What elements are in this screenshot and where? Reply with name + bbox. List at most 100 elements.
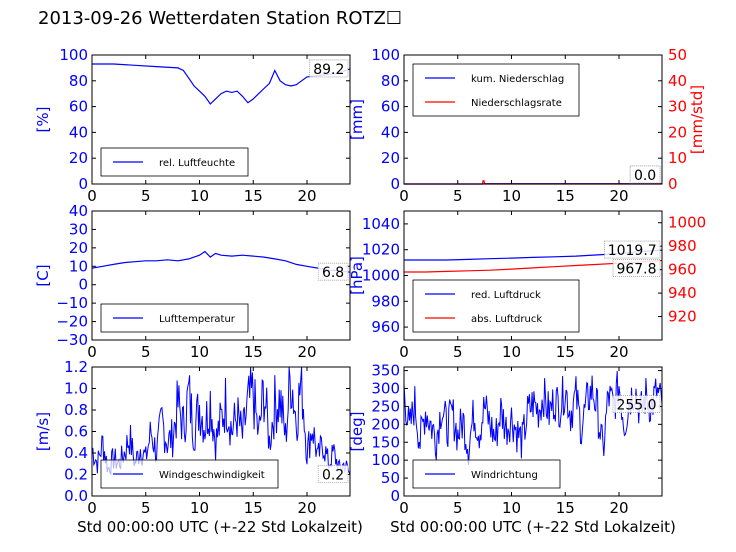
- precipitation-x-tick-label: 10: [502, 187, 521, 205]
- pressure-y2-tick-label: 980: [668, 237, 697, 255]
- pressure-y2-tick-label: 1000: [668, 214, 706, 232]
- pressure-last-value-label-right: 967.8: [616, 261, 656, 277]
- winddirection-y-tick-label: 150: [371, 433, 400, 451]
- winddirection-y-tick-label: 0: [390, 487, 400, 505]
- precipitation-y-tick-label: 60: [381, 98, 400, 116]
- humidity-x-tick-label: 20: [297, 187, 316, 205]
- pressure-x-tick-label: 0: [399, 343, 409, 361]
- temperature-x-tick-label: 5: [141, 343, 151, 361]
- precipitation-y-axis-label: [mm]: [348, 99, 366, 140]
- x-axis-label-right: Std 00:00:00 UTC (+-22 Std Lokalzeit): [390, 518, 676, 536]
- winddirection-legend-label: Windrichtung: [471, 470, 538, 481]
- precipitation-x-tick-label: 5: [453, 187, 463, 205]
- windspeed-last-value-label: 0.2: [322, 468, 344, 484]
- precipitation-axes-frame: [403, 54, 663, 185]
- pressure-last-value-label: 1019.7: [608, 243, 657, 259]
- precipitation-x-tick-label: 15: [556, 187, 575, 205]
- windspeed-y-tick-label: 0.6: [64, 423, 88, 441]
- precipitation-y2-tick-label: 10: [668, 149, 687, 167]
- pressure-panel: 0 5 10 15 20 960 980 1000 1020 1040 920 940 960 980 10…: [348, 210, 706, 361]
- humidity-y-tick-label: 0: [78, 175, 88, 193]
- temperature-y-tick-label: 0: [78, 276, 88, 294]
- winddirection-x-tick-label: 15: [556, 499, 575, 517]
- pressure-x-tick-label: 5: [453, 343, 463, 361]
- temperature-y-tick-label: 20: [69, 239, 88, 257]
- x-axis-label-left: Std 00:00:00 UTC (+-22 Std Lokalzeit): [77, 518, 363, 536]
- temperature-y-tick-label: 30: [69, 220, 88, 238]
- pressure-y2-tick-label: 960: [668, 261, 697, 279]
- humidity-y-tick-label: 60: [69, 98, 88, 116]
- temperature-y-axis-label: [C]: [34, 264, 52, 286]
- precipitation-y2-tick-label: 40: [668, 72, 687, 90]
- temperature-last-value-label: 6.8: [322, 265, 344, 281]
- pressure-y-tick-label: 960: [371, 318, 400, 336]
- temperature-series-1: [91, 250, 351, 273]
- precipitation-y2-tick-label: 30: [668, 98, 687, 116]
- pressure-y2-tick-label: 940: [668, 284, 697, 302]
- pressure-last-value-label-right-box: [612, 259, 661, 277]
- humidity-y-tick-label: 80: [69, 72, 88, 90]
- windspeed-x-tick-label: 0: [87, 499, 97, 517]
- winddirection-series-1: [403, 370, 663, 465]
- pressure-x-tick-label: 15: [556, 343, 575, 361]
- winddirection-x-tick-label: 20: [609, 499, 628, 517]
- humidity-axes-frame: [91, 54, 351, 185]
- humidity-x-tick-label: 15: [244, 187, 263, 205]
- windspeed-series-1: [91, 366, 351, 476]
- windspeed-y-tick-label: 0.4: [64, 444, 88, 462]
- precipitation-y2-tick-label: 50: [668, 46, 687, 64]
- temperature-y-tick-label: −20: [56, 313, 88, 331]
- temperature-x-tick-label: 20: [297, 343, 316, 361]
- windspeed-last-value-label-box: [317, 465, 349, 483]
- windspeed-y-axis-label: [m/s]: [34, 412, 52, 451]
- temperature-legend-label: Lufttemperatur: [159, 314, 236, 325]
- winddirection-y-tick-label: 200: [371, 415, 400, 433]
- windspeed-y-tick-label: 0.0: [64, 487, 88, 505]
- temperature-last-value-label-box: [317, 262, 349, 281]
- humidity-last-value-label: 89.2: [313, 62, 344, 78]
- precipitation-y-tick-label: 100: [371, 46, 400, 64]
- humidity-y-tick-label: 20: [69, 149, 88, 167]
- precipitation-x-tick-label: 0: [399, 187, 409, 205]
- precipitation-y2-tick-label: 20: [668, 123, 687, 141]
- pressure-legend-label: abs. Luftdruck: [471, 314, 542, 325]
- humidity-series-1: [92, 63, 351, 105]
- precipitation-legend-label: Niederschlagsrate: [471, 98, 562, 109]
- humidity-y-axis-label: [%]: [34, 107, 52, 133]
- winddirection-y-tick-label: 250: [371, 397, 400, 415]
- windspeed-panel: 0 5 10 15 20 0.0 0.2 0.4 0.6 0.8 1.0 1.2 [m/s] 0.2 Win…: [34, 358, 351, 517]
- temperature-y-tick-label: −30: [56, 331, 88, 349]
- pressure-x-tick-label: 20: [609, 343, 628, 361]
- precipitation-legend-box: [412, 63, 580, 117]
- humidity-panel: 0 5 10 15 20 0 20 40 60 80 100 [%] 89.2 rel. Luftfeuc…: [34, 46, 351, 205]
- winddirection-panel: 0 5 10 15 20050100150200250300350[deg]255.0W…: [348, 362, 663, 517]
- temperature-y-tick-label: 10: [69, 257, 88, 275]
- humidity-y-tick-label: 40: [69, 123, 88, 141]
- temperature-x-tick-label: 0: [87, 343, 97, 361]
- windspeed-x-tick-label: 20: [297, 499, 316, 517]
- windspeed-y-tick-label: 0.8: [64, 401, 88, 419]
- precipitation-y-tick-label: 40: [381, 123, 400, 141]
- precipitation-y-tick-label: 80: [381, 72, 400, 90]
- pressure-legend-label: red. Luftdruck: [471, 290, 541, 301]
- pressure-y-axis-label: [hPa]: [348, 256, 366, 295]
- winddirection-y-tick-label: 50: [381, 469, 400, 487]
- pressure-last-value-label-box: [604, 240, 661, 259]
- precipitation-last-value-label-right-box: [629, 165, 661, 184]
- temperature-axes-frame: [91, 210, 351, 341]
- winddirection-x-tick-label: 10: [502, 499, 521, 517]
- pressure-y-tick-label: 980: [371, 292, 400, 310]
- precipitation-legend-label: kum. Niederschlag: [471, 74, 564, 85]
- pressure-y2-tick-label: 920: [668, 308, 697, 326]
- precipitation-x-tick-label: 20: [609, 187, 628, 205]
- humidity-y-tick-label: 100: [59, 46, 88, 64]
- humidity-x-tick-label: 10: [190, 187, 209, 205]
- winddirection-last-value-label: 255.0: [616, 398, 656, 414]
- humidity-last-value-label-box: [309, 59, 349, 78]
- temperature-y-tick-label: 40: [69, 202, 88, 220]
- winddirection-x-tick-label: 5: [453, 499, 463, 517]
- pressure-x-tick-label: 10: [502, 343, 521, 361]
- winddirection-y-tick-label: 350: [371, 362, 400, 380]
- winddirection-y-axis-label: [deg]: [348, 412, 366, 452]
